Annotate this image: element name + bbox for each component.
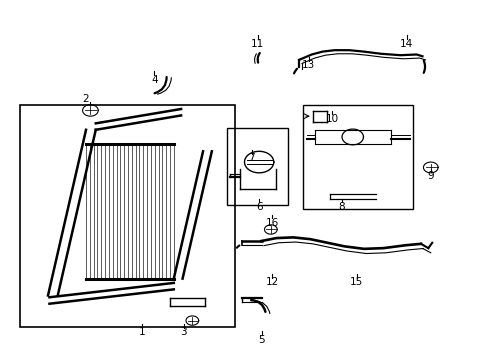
Text: 9: 9	[427, 171, 433, 181]
Text: 10: 10	[325, 114, 338, 124]
Text: 12: 12	[265, 277, 278, 287]
Text: 1: 1	[139, 327, 145, 337]
Text: 4: 4	[151, 75, 157, 85]
Text: 11: 11	[250, 39, 264, 49]
Bar	[20, 105, 234, 327]
Text: 5: 5	[258, 334, 264, 345]
Bar	[303, 105, 412, 209]
Bar	[227, 128, 288, 205]
Text: 7: 7	[248, 153, 255, 163]
Text: 14: 14	[400, 39, 413, 49]
Text: 15: 15	[349, 277, 363, 287]
Text: 3: 3	[180, 327, 186, 337]
Text: 6: 6	[255, 202, 262, 212]
Text: 13: 13	[302, 60, 315, 70]
Text: 2: 2	[82, 94, 89, 104]
Text: 8: 8	[338, 202, 345, 212]
Text: 16: 16	[265, 218, 278, 228]
